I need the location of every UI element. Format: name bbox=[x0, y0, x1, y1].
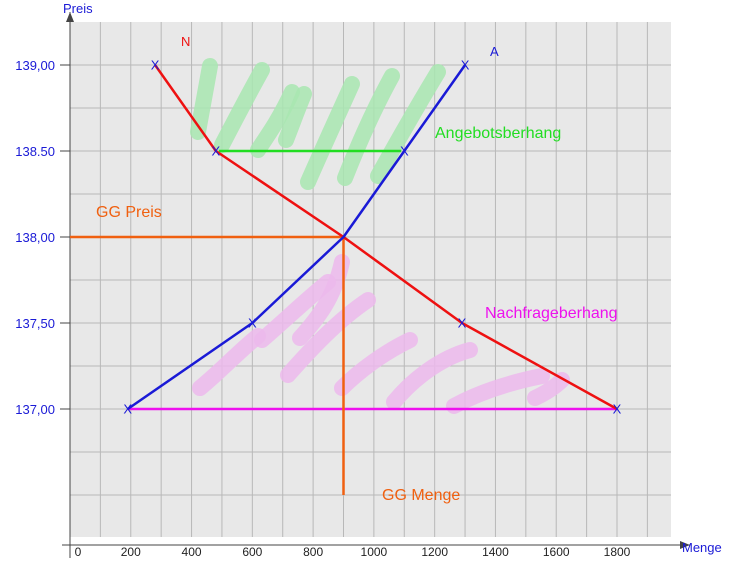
data-point-marker: X bbox=[212, 144, 221, 159]
x-tick-label: 200 bbox=[121, 545, 141, 559]
y-tick-label: 137,50 bbox=[15, 316, 55, 331]
x-axis-arrow bbox=[680, 541, 690, 549]
hatch-stroke bbox=[280, 292, 376, 383]
hatch-stroke bbox=[337, 68, 400, 186]
x-tick-label: 1400 bbox=[482, 545, 509, 559]
y-tick-label: 138.50 bbox=[15, 144, 55, 159]
hatch-stroke bbox=[386, 342, 478, 410]
hatch-stroke bbox=[446, 368, 550, 414]
data-point-marker: X bbox=[458, 316, 467, 331]
annotation-angebotsberhang: Angebotsberhang bbox=[435, 125, 561, 142]
x-tick-label: 1600 bbox=[543, 545, 570, 559]
x-tick-label: 1000 bbox=[361, 545, 388, 559]
axes bbox=[62, 12, 690, 558]
data-point-marker: X bbox=[151, 58, 160, 73]
series-lines bbox=[127, 64, 618, 411]
hatch-stroke bbox=[192, 328, 266, 396]
series-label-a: A bbox=[490, 44, 499, 59]
data-point-marker: X bbox=[123, 402, 132, 417]
hatch-stroke bbox=[250, 84, 300, 158]
hatch-stroke bbox=[527, 372, 570, 406]
hatch-stroke bbox=[278, 86, 312, 148]
data-point-marker: X bbox=[400, 144, 409, 159]
y-axis-arrow bbox=[66, 12, 74, 22]
annotation-nachfrageberhang: Nachfrageberhang bbox=[485, 305, 618, 322]
x-tick-label: 1800 bbox=[604, 545, 631, 559]
data-point-marker: X bbox=[461, 58, 470, 73]
x-tick-label: 0 bbox=[75, 545, 82, 559]
hatch-strokes bbox=[190, 58, 570, 414]
x-tick-label: 400 bbox=[182, 545, 202, 559]
hatch-stroke bbox=[334, 332, 418, 396]
hatch-stroke bbox=[300, 76, 360, 190]
x-tick-label: 600 bbox=[242, 545, 262, 559]
hatch-stroke bbox=[370, 64, 446, 184]
x-tick-label: 1200 bbox=[421, 545, 448, 559]
series-markers: X X X X X X X X bbox=[123, 58, 621, 417]
hatch-stroke bbox=[214, 62, 270, 153]
y-tick-label: 139,00 bbox=[15, 58, 55, 73]
y-axis-title: Preis bbox=[63, 1, 93, 16]
data-point-marker: X bbox=[248, 316, 257, 331]
annotation-gg-preis: GG Preis bbox=[96, 204, 162, 221]
series-line-a bbox=[127, 64, 467, 411]
hatch-stroke bbox=[292, 254, 350, 346]
x-axis-title: Menge bbox=[682, 540, 722, 555]
series-label-n: N bbox=[181, 34, 190, 49]
y-tick-label: 137,00 bbox=[15, 402, 55, 417]
helper-lines bbox=[70, 149, 617, 495]
tick-labels: 137,00 137,50 138,00 138.50 139,00 0 200 400 600… bbox=[15, 58, 630, 559]
hatch-stroke bbox=[254, 274, 336, 348]
data-point-marker: X bbox=[613, 402, 622, 417]
x-tick-label: 800 bbox=[303, 545, 323, 559]
y-tick-label: 138,00 bbox=[15, 230, 55, 245]
annotation-gg-menge: GG Menge bbox=[382, 487, 460, 504]
